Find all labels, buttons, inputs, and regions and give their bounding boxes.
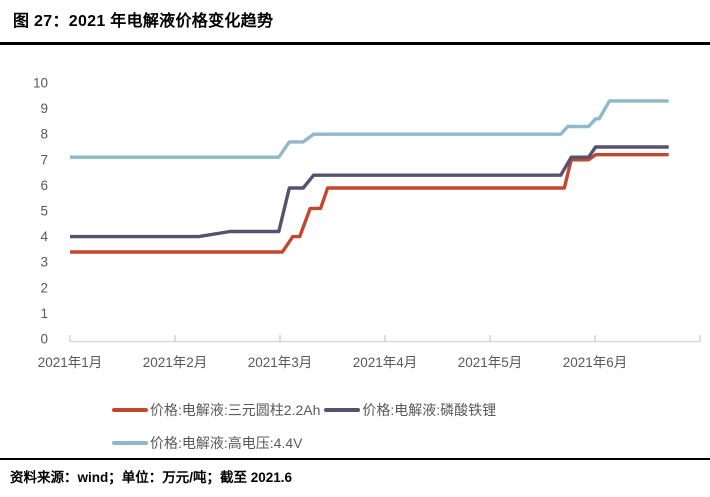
y-axis-label: 7 [40, 152, 48, 167]
legend-line-swatch [112, 408, 148, 412]
y-axis-label: 2 [40, 280, 48, 295]
y-axis-label: 9 [40, 101, 48, 116]
source-note: 资料来源：wind；单位：万元/吨；截至 2021.6 [10, 470, 293, 485]
legend-label: 价格:电解液:高电压:4.4V [150, 435, 303, 451]
source-footer: 资料来源：wind；单位：万元/吨；截至 2021.6 [0, 458, 710, 497]
series-line [70, 152, 669, 254]
legend-item: 价格:电解液:磷酸铁锂 [324, 400, 496, 420]
x-axis-label: 2021年2月 [143, 355, 208, 370]
y-axis-label: 3 [40, 255, 48, 270]
x-axis-label: 2021年4月 [353, 355, 418, 370]
series-line [70, 99, 669, 159]
y-axis-label: 0 [40, 332, 48, 347]
y-axis-label: 6 [40, 178, 48, 193]
title-divider [0, 42, 710, 45]
price-trend-chart: 0 1 2 3 4 5 6 7 8 9 10 2021年1月 2021年2月 2021年3月 2021年4月… [33, 76, 701, 370]
legend-item: 价格:电解液:三元圆柱2.2Ah [112, 400, 320, 420]
legend-item: 价格:电解液:高电压:4.4V [112, 433, 302, 453]
figure-header: 图 27：2021 年电解液价格变化趋势 [0, 0, 710, 33]
legend-line-swatch [112, 441, 148, 445]
y-axis-label: 10 [33, 76, 48, 91]
x-axis-label: 2021年5月 [458, 355, 523, 370]
y-axis-label: 4 [40, 229, 48, 244]
x-axis-label: 2021年3月 [248, 355, 313, 370]
page-title: 图 27：2021 年电解液价格变化趋势 [13, 13, 274, 30]
x-axis-label: 2021年1月 [38, 355, 103, 370]
legend-label: 价格:电解液:磷酸铁锂 [362, 402, 497, 418]
legend-label: 价格:电解液:三元圆柱2.2Ah [150, 402, 321, 418]
chart-legend: 价格:电解液:三元圆柱2.2Ah 价格:电解液:磷酸铁锂价格:电解液:高电压:4.… [112, 400, 652, 453]
x-axis-label: 2021年6月 [563, 355, 628, 370]
y-axis-label: 1 [40, 306, 48, 321]
legend-line-swatch [324, 408, 361, 412]
y-axis-label: 5 [40, 204, 48, 219]
chart-area: 0 1 2 3 4 5 6 7 8 9 10 2021年1月 2021年2月 2021年3月 2021年4月… [0, 58, 710, 390]
series-line [70, 145, 669, 239]
y-axis-label: 8 [40, 127, 48, 142]
